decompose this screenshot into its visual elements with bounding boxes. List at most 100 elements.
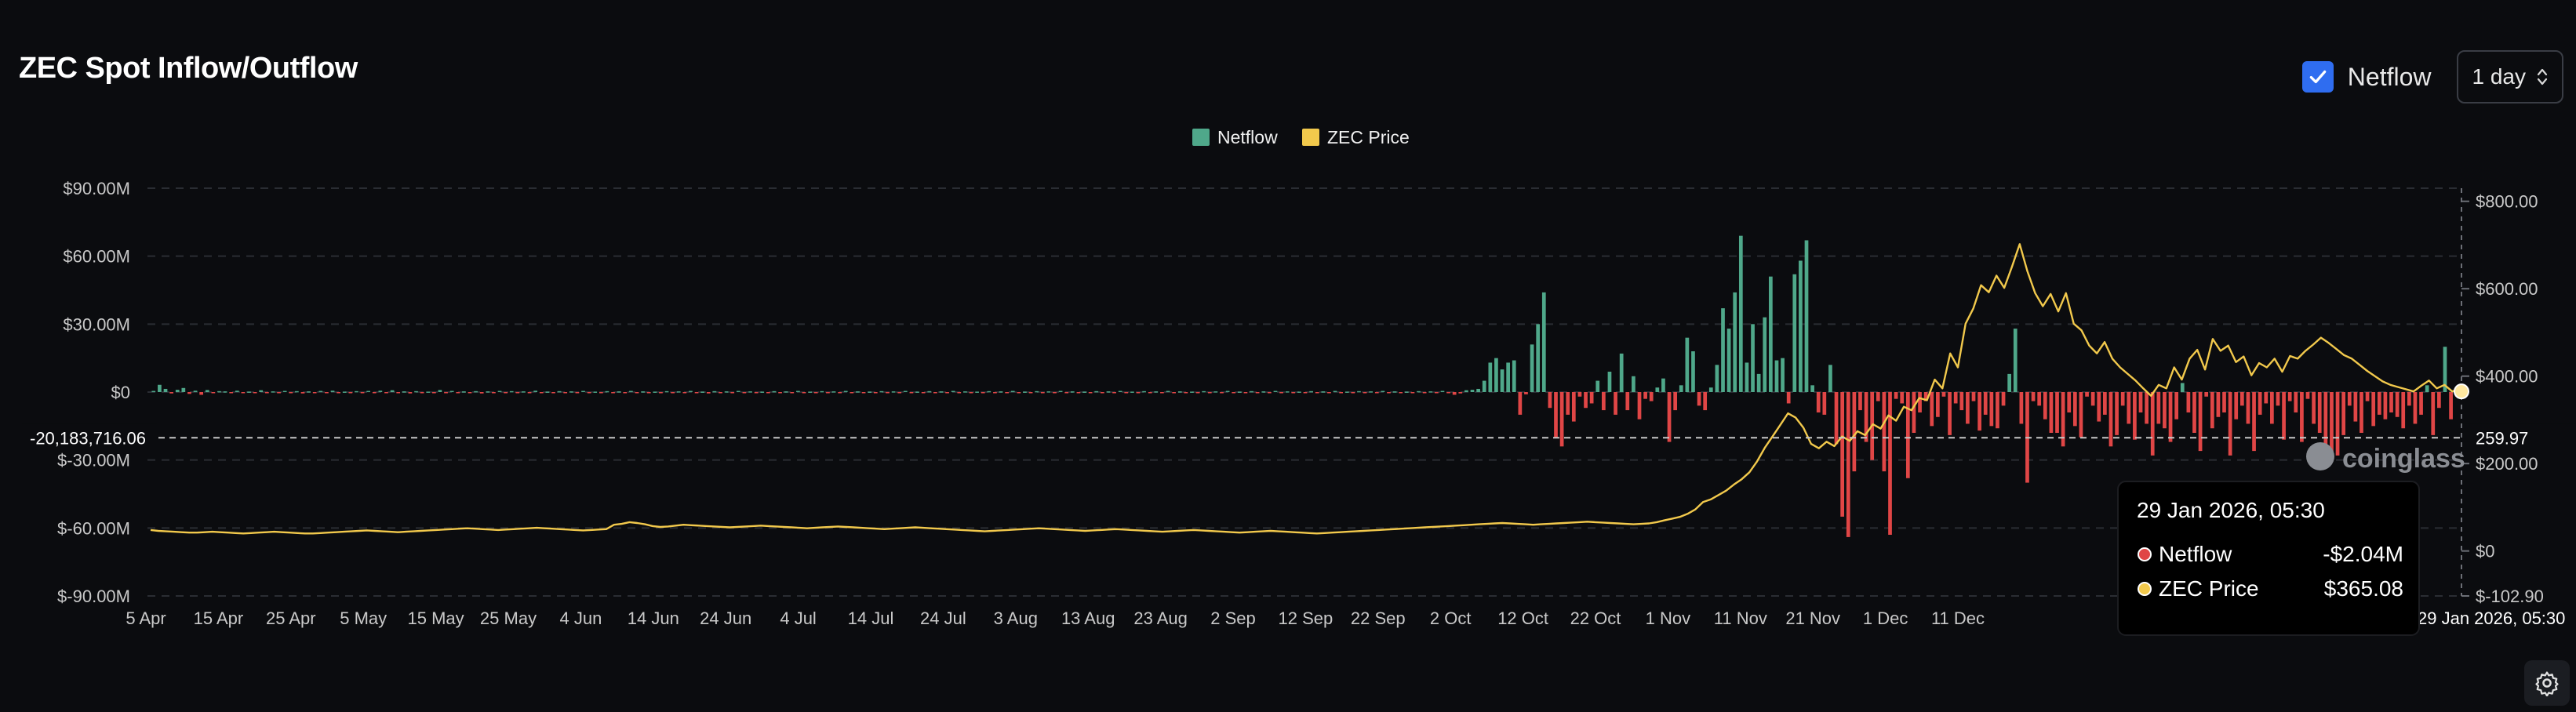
netflow-bar[interactable] (1148, 392, 1152, 394)
netflow-bar[interactable] (175, 390, 180, 392)
netflow-bar[interactable] (1392, 391, 1397, 393)
netflow-bar[interactable] (2049, 392, 2054, 433)
netflow-bar[interactable] (1738, 235, 1743, 392)
netflow-bar[interactable] (2222, 392, 2226, 412)
netflow-bar[interactable] (641, 391, 645, 393)
netflow-bar[interactable] (736, 391, 740, 393)
netflow-bar[interactable] (2239, 392, 2244, 406)
netflow-bar[interactable] (933, 392, 937, 394)
netflow-bar[interactable] (1070, 391, 1075, 393)
netflow-bar[interactable] (2246, 392, 2250, 424)
netflow-bar[interactable] (2192, 392, 2196, 433)
netflow-bar[interactable] (903, 391, 908, 393)
netflow-bar[interactable] (1005, 392, 1009, 394)
netflow-bar[interactable] (2156, 392, 2161, 424)
netflow-bar[interactable] (2090, 392, 2095, 406)
netflow-bar[interactable] (1632, 376, 1635, 392)
netflow-bar[interactable] (2365, 392, 2370, 401)
netflow-bar[interactable] (1900, 392, 1905, 404)
netflow-bar[interactable] (2079, 392, 2083, 438)
netflow-bar[interactable] (337, 392, 340, 394)
netflow-bar[interactable] (2330, 392, 2334, 460)
netflow-bar[interactable] (915, 391, 919, 393)
netflow-bar[interactable] (325, 392, 329, 394)
netflow-bar[interactable] (1858, 392, 1862, 411)
netflow-bar[interactable] (229, 392, 234, 394)
netflow-bar[interactable] (515, 392, 520, 394)
netflow-bar[interactable] (527, 392, 532, 394)
netflow-bar[interactable] (1130, 391, 1134, 393)
netflow-bar[interactable] (1387, 392, 1391, 394)
netflow-bar[interactable] (2443, 347, 2447, 392)
netflow-bar[interactable] (151, 391, 156, 393)
netflow-bar[interactable] (2287, 392, 2292, 401)
netflow-bar[interactable] (1225, 391, 1230, 393)
netflow-bar[interactable] (355, 391, 358, 393)
netflow-bar[interactable] (2300, 392, 2304, 442)
netflow-bar[interactable] (2252, 392, 2256, 452)
netflow-bar[interactable] (1237, 391, 1242, 393)
netflow-bar[interactable] (462, 391, 466, 393)
netflow-bar[interactable] (2013, 329, 2018, 392)
netflow-bar[interactable] (2103, 392, 2107, 415)
netflow-bar[interactable] (205, 390, 209, 392)
netflow-bar[interactable] (330, 391, 335, 392)
netflow-bar[interactable] (1010, 391, 1015, 393)
netflow-bar[interactable] (312, 392, 317, 394)
netflow-bar[interactable] (719, 392, 722, 394)
netflow-bar[interactable] (1959, 392, 1964, 411)
netflow-bar[interactable] (372, 392, 377, 394)
netflow-bar[interactable] (1506, 362, 1511, 392)
netflow-bar[interactable] (2204, 392, 2209, 397)
netflow-bar[interactable] (2043, 392, 2047, 420)
netflow-bar[interactable] (271, 391, 275, 393)
netflow-bar[interactable] (813, 392, 818, 394)
netflow-bar[interactable] (659, 392, 663, 394)
netflow-bar[interactable] (778, 392, 782, 394)
netflow-bar[interactable] (2180, 383, 2185, 392)
netflow-bar[interactable] (2341, 392, 2346, 435)
netflow-bar[interactable] (2174, 392, 2179, 420)
netflow-bar[interactable] (1309, 391, 1313, 393)
netflow-bar[interactable] (253, 392, 257, 394)
netflow-bar[interactable] (1232, 392, 1236, 394)
netflow-bar[interactable] (1941, 392, 1946, 397)
netflow-bar[interactable] (199, 392, 204, 395)
netflow-bar[interactable] (838, 392, 842, 394)
netflow-bar[interactable] (1828, 365, 1832, 392)
netflow-bar[interactable] (1530, 344, 1534, 392)
netflow-bar[interactable] (551, 392, 555, 394)
netflow-bar[interactable] (1918, 392, 1922, 412)
netflow-bar[interactable] (951, 391, 955, 393)
netflow-bar[interactable] (2210, 392, 2214, 429)
netflow-bar[interactable] (1667, 392, 1672, 442)
netflow-bar[interactable] (611, 392, 615, 394)
netflow-bar[interactable] (1697, 392, 1701, 406)
netflow-bar[interactable] (1058, 391, 1063, 393)
netflow-bar[interactable] (1715, 365, 1719, 392)
netflow-bar[interactable] (820, 391, 824, 393)
netflow-bar[interactable] (241, 392, 246, 394)
netflow-bar[interactable] (1864, 392, 1868, 442)
netflow-bar[interactable] (2145, 392, 2148, 424)
netflow-bar[interactable] (1023, 391, 1027, 393)
netflow-bar[interactable] (1082, 391, 1086, 393)
netflow-bar[interactable] (772, 391, 777, 393)
netflow-bar[interactable] (486, 391, 490, 393)
netflow-bar[interactable] (1124, 392, 1129, 394)
netflow-bar[interactable] (2067, 392, 2072, 412)
netflow-bar[interactable] (223, 391, 227, 393)
netflow-bar[interactable] (1399, 392, 1403, 394)
netflow-bar[interactable] (1781, 358, 1785, 392)
netflow-bar[interactable] (169, 392, 173, 394)
netflow-bar[interactable] (2413, 392, 2418, 424)
netflow-bar[interactable] (2072, 392, 2077, 427)
netflow-bar[interactable] (987, 391, 991, 393)
netflow-bar[interactable] (426, 391, 431, 393)
netflow-bar[interactable] (1184, 392, 1188, 394)
netflow-bar[interactable] (1584, 392, 1588, 409)
netflow-bar[interactable] (2377, 392, 2381, 415)
netflow-bar[interactable] (2407, 392, 2411, 406)
netflow-bar[interactable] (1106, 391, 1111, 393)
netflow-bar[interactable] (1285, 391, 1290, 393)
